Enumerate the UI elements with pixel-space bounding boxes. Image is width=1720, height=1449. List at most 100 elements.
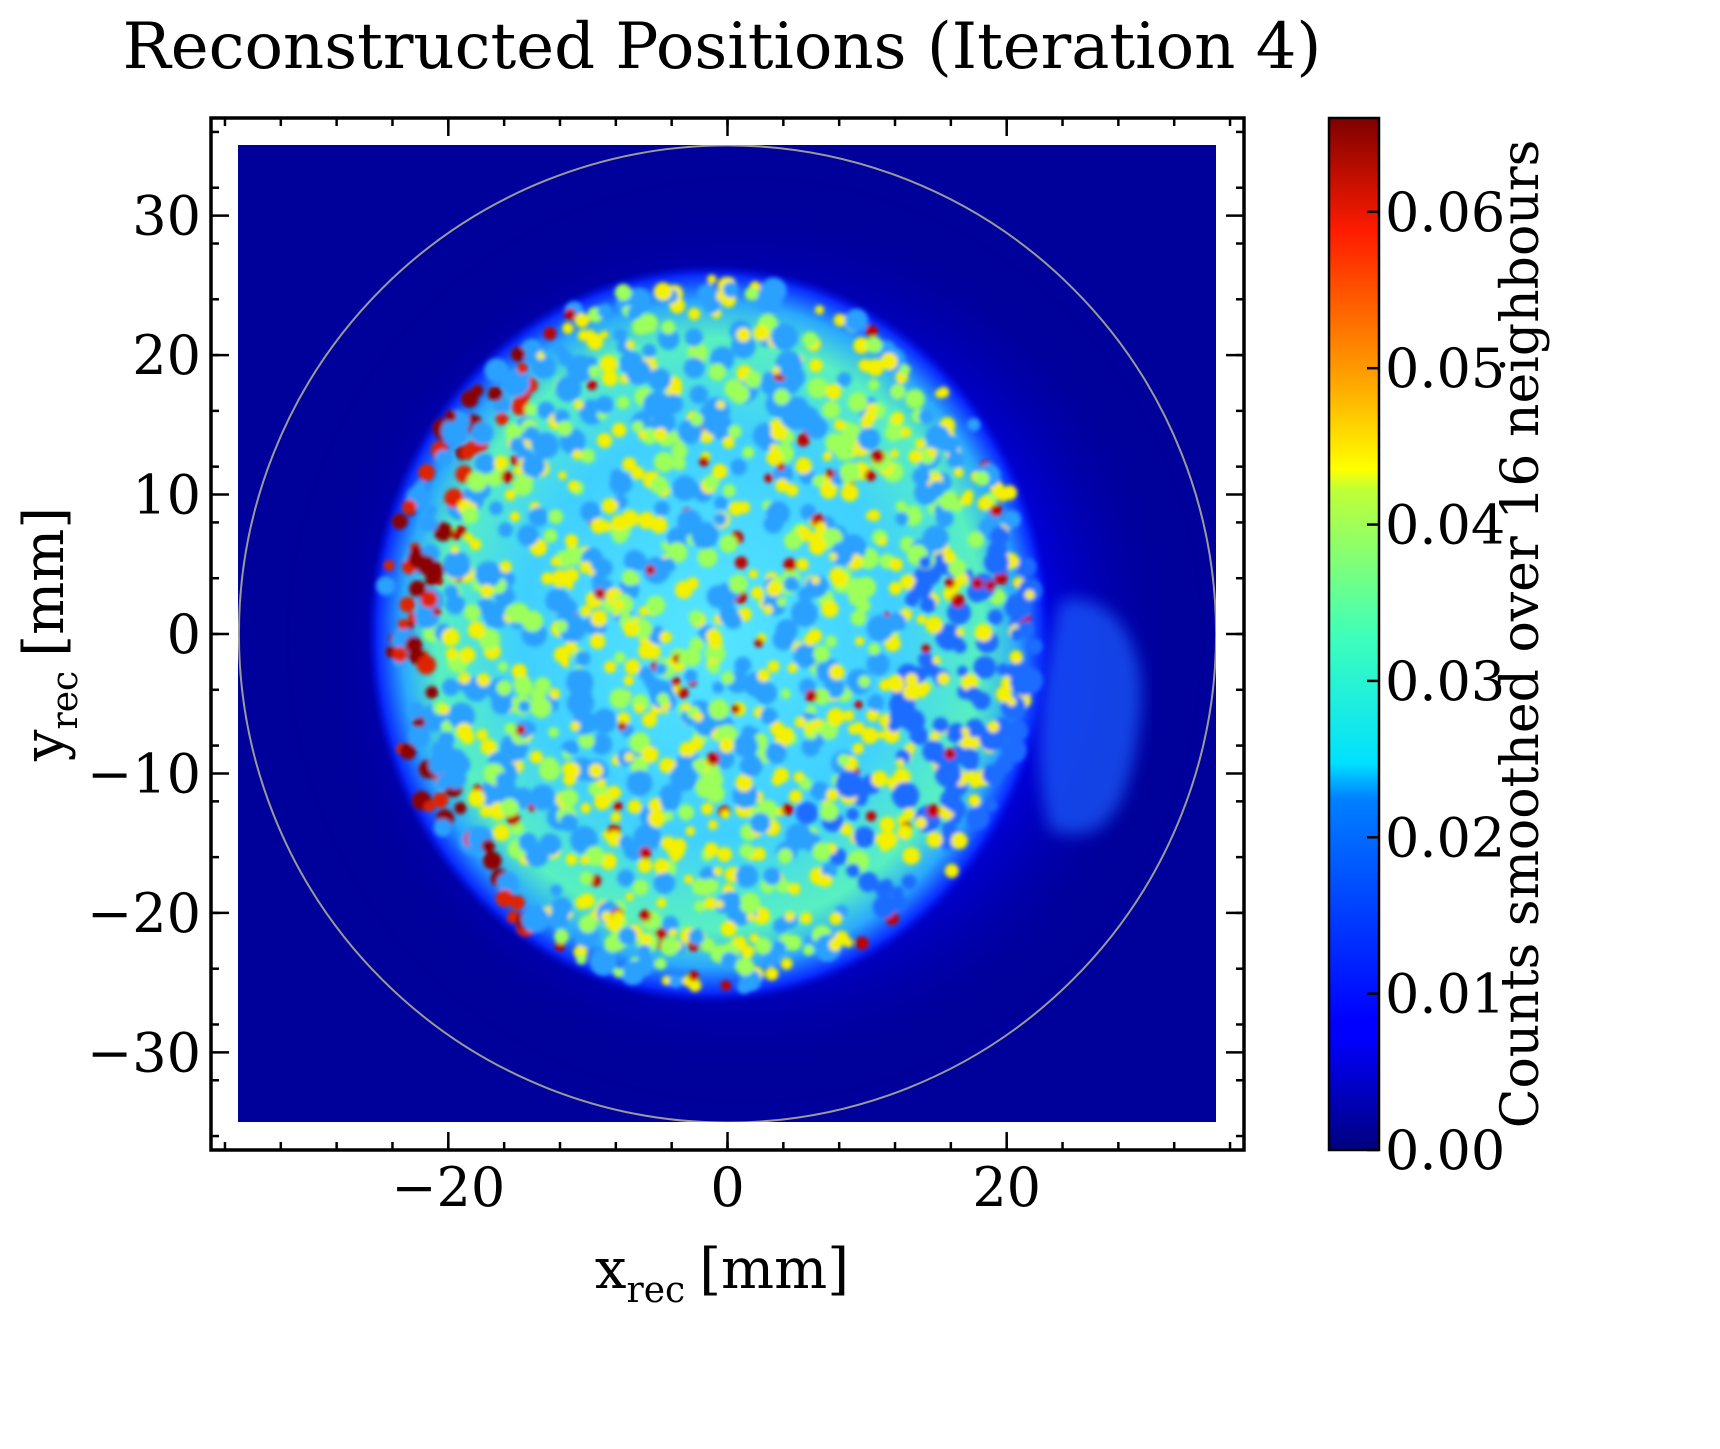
hotspot — [505, 423, 522, 440]
hotspot — [796, 433, 810, 447]
hotspot — [866, 652, 890, 676]
hotspot — [564, 567, 579, 583]
hotspot — [942, 821, 956, 836]
hotspot — [545, 588, 570, 614]
hotspot — [901, 874, 917, 890]
hotspot — [834, 930, 849, 946]
hotspot — [966, 806, 990, 830]
hotspot — [623, 675, 634, 686]
hotspot — [470, 422, 494, 445]
hotspot — [916, 614, 927, 625]
hotspot — [668, 974, 683, 988]
hotspot — [935, 389, 945, 399]
hotspot — [438, 731, 455, 748]
hotspot — [653, 872, 676, 894]
hotspot — [623, 621, 640, 637]
hotspot — [735, 774, 753, 792]
hotspot — [935, 509, 954, 528]
hotspot — [967, 531, 985, 548]
hotspot — [707, 633, 723, 649]
hotspot — [857, 427, 881, 451]
hotspot — [855, 936, 869, 950]
hotspot — [553, 646, 571, 663]
hotspot — [982, 764, 1003, 785]
hotspot — [712, 681, 725, 694]
hotspot — [802, 331, 818, 348]
hotspot — [728, 574, 748, 594]
hotspot — [788, 789, 803, 804]
hotspot — [408, 729, 421, 741]
hotspot — [517, 524, 539, 547]
hotspot — [641, 746, 659, 763]
hotspot — [672, 475, 698, 501]
hotspot — [611, 527, 628, 544]
hotspot — [529, 750, 543, 764]
hotspot — [872, 895, 896, 919]
hotspot — [973, 655, 997, 679]
hotspot — [433, 819, 452, 837]
hotspot — [420, 590, 438, 609]
hotspot — [865, 325, 878, 338]
hotspot — [775, 619, 798, 642]
hotspot — [497, 872, 519, 894]
hotspot — [432, 792, 449, 808]
hotspot — [754, 937, 772, 955]
hotspot — [467, 471, 488, 492]
hotspot — [688, 928, 705, 945]
hotspot — [688, 979, 702, 992]
hotspot — [464, 604, 481, 621]
hotspot — [804, 632, 818, 646]
hotspot — [597, 778, 607, 788]
hotspot — [548, 909, 569, 930]
hotspot — [579, 893, 595, 909]
hotspot — [578, 914, 597, 934]
hotspot — [650, 516, 668, 534]
hotspot — [1017, 621, 1034, 638]
hotspot — [458, 672, 471, 684]
hotspot — [835, 770, 863, 799]
hotspot — [565, 853, 578, 866]
hotspot — [659, 631, 672, 644]
hotspot — [564, 308, 577, 321]
hotspot — [706, 784, 725, 804]
hotspot — [691, 521, 719, 550]
y-tick-label: 10 — [132, 464, 201, 527]
hotspot — [795, 801, 819, 825]
hotspot — [597, 303, 613, 319]
hotspot — [749, 812, 771, 834]
hotspot — [783, 531, 803, 551]
hotspot — [672, 456, 687, 471]
colorbar-tick-label: 0.02 — [1385, 806, 1505, 869]
hotspot — [399, 743, 417, 760]
hotspot — [831, 570, 848, 588]
hotspot — [647, 368, 672, 392]
hotspot — [580, 501, 601, 522]
hotspot — [685, 826, 696, 836]
hotspot — [589, 633, 606, 650]
hotspot — [995, 686, 1012, 703]
hotspot — [574, 313, 590, 328]
hotspot — [844, 308, 869, 333]
hotspot — [794, 716, 806, 728]
hotspot — [902, 684, 919, 700]
hotspot — [619, 835, 633, 849]
hotspot — [944, 863, 959, 879]
hotspot — [474, 453, 496, 475]
hotspot — [865, 336, 883, 354]
hotspot — [573, 399, 584, 410]
hotspot — [764, 473, 774, 483]
hotspot — [967, 417, 981, 432]
hotspot — [813, 645, 830, 663]
hotspot — [979, 724, 1006, 752]
hotspot — [744, 371, 762, 388]
hotspot — [850, 610, 867, 626]
hotspot — [654, 957, 667, 970]
hotspot — [663, 758, 677, 772]
hotspot — [903, 807, 915, 820]
hotspot — [730, 458, 747, 476]
y-axis-label-sub: rec — [45, 671, 86, 730]
hotspot — [890, 449, 899, 458]
hotspot — [987, 720, 1000, 733]
hotspot — [932, 655, 942, 665]
hotspot — [703, 878, 719, 894]
